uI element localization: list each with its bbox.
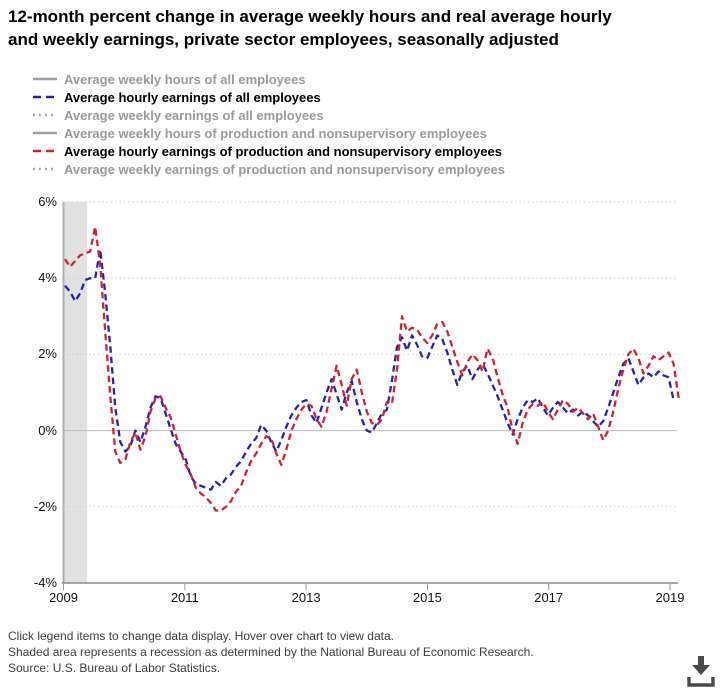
legend-item-label: Average weekly hours of production and n… — [64, 125, 487, 141]
solid-line-swatch-icon — [33, 131, 57, 135]
chart-title-line2: and weekly earnings, private sector empl… — [8, 30, 559, 49]
y-tick-label: 0% — [38, 422, 57, 438]
y-tick-label: 4% — [38, 270, 57, 286]
y-tick-label: -2% — [33, 498, 57, 514]
dashed-line-swatch-icon — [33, 149, 57, 153]
y-tick-label: -4% — [33, 575, 57, 590]
legend-item-weekly-hours-all[interactable]: Average weekly hours of all employees — [33, 70, 505, 88]
y-tick-label: 2% — [38, 346, 57, 362]
x-tick-label: 2015 — [412, 590, 442, 605]
recession-band — [64, 202, 88, 583]
x-tick-label: 2009 — [49, 590, 78, 605]
dotted-line-swatch-icon — [33, 113, 57, 117]
x-tick-label: 2011 — [170, 590, 199, 605]
download-button[interactable] — [682, 650, 720, 692]
legend-item-label: Average weekly earnings of all employees — [64, 107, 324, 123]
legend-item-hourly-earnings-all[interactable]: Average hourly earnings of all employees — [33, 88, 505, 106]
legend-item-weekly-earnings-prod[interactable]: Average weekly earnings of production an… — [33, 160, 505, 178]
footnotes: Click legend items to change data displa… — [8, 628, 534, 676]
legend-item-label: Average hourly earnings of all employees — [64, 89, 321, 105]
dashed-line-swatch-icon — [33, 95, 57, 99]
legend: Average weekly hours of all employees Ave… — [33, 70, 505, 178]
footnote: Click legend items to change data displa… — [8, 629, 394, 643]
legend-item-label: Average weekly hours of all employees — [64, 71, 306, 87]
x-tick-label: 2013 — [291, 590, 321, 605]
legend-item-weekly-earnings-all[interactable]: Average weekly earnings of all employees — [33, 106, 505, 124]
legend-item-label: Average weekly earnings of production an… — [64, 161, 505, 177]
legend-item-weekly-hours-prod[interactable]: Average weekly hours of production and n… — [33, 124, 505, 142]
series-line — [64, 248, 675, 491]
legend-item-label: Average hourly earnings of production an… — [64, 143, 503, 159]
legend-item-hourly-earnings-prod[interactable]: Average hourly earnings of production an… — [33, 142, 505, 160]
series-line — [64, 225, 680, 512]
dotted-line-swatch-icon — [33, 167, 57, 171]
x-tick-label: 2019 — [655, 590, 685, 605]
source-note: Source: U.S. Bureau of Labor Statistics. — [8, 661, 221, 675]
solid-line-swatch-icon — [33, 77, 57, 81]
chart-title: 12-month percent change in average weekl… — [8, 5, 714, 51]
x-tick-label: 2017 — [534, 590, 564, 605]
y-tick-label: 6% — [38, 194, 57, 209]
footnote: Shaded area represents a recession as de… — [8, 645, 534, 659]
download-icon — [687, 656, 715, 687]
chart-title-line1: 12-month percent change in average weekl… — [8, 7, 612, 26]
